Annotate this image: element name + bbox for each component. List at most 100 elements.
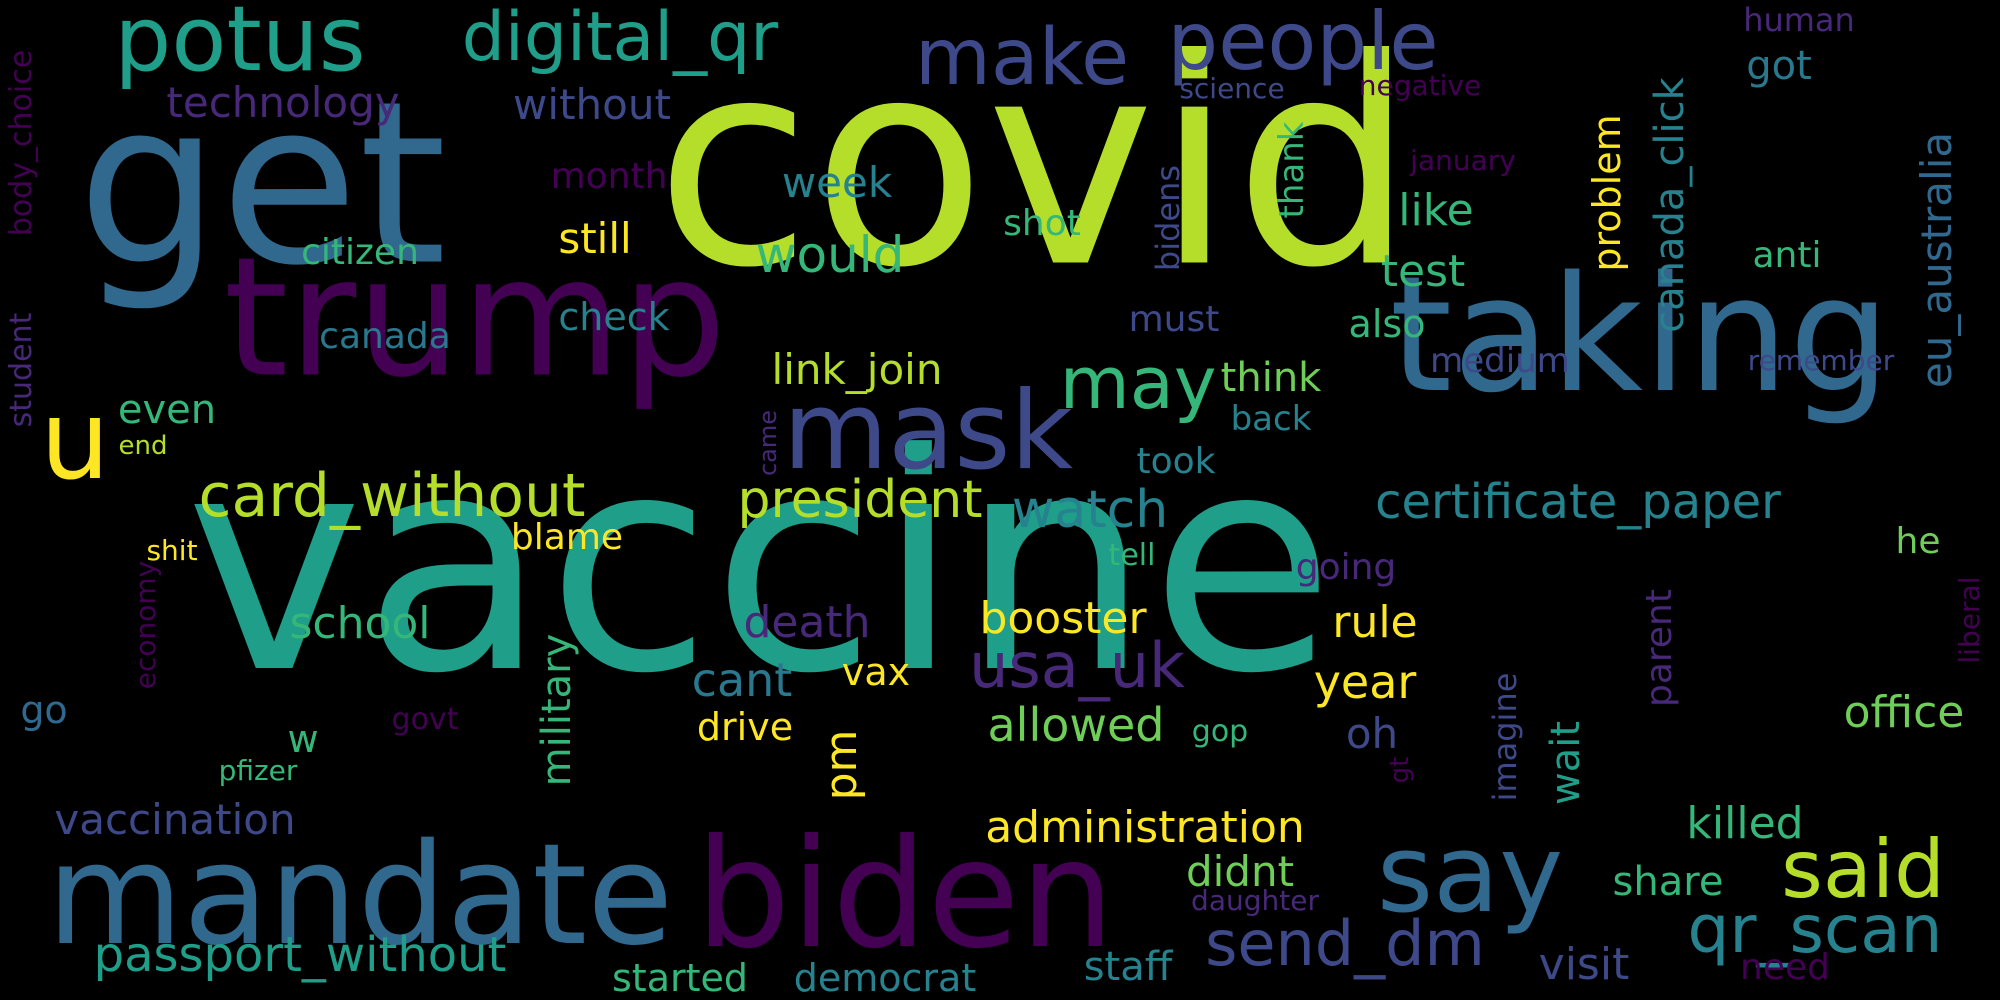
- word-liberal: liberal: [1953, 576, 1986, 664]
- word-shit: shit: [146, 534, 198, 567]
- word-test: test: [1380, 246, 1466, 297]
- word-mandate: mandate: [46, 814, 674, 977]
- word-military: military: [534, 633, 580, 787]
- word-rule: rule: [1332, 597, 1418, 648]
- word-end: end: [118, 431, 168, 461]
- word-make: make: [914, 13, 1130, 103]
- word-canada: canada: [319, 316, 451, 357]
- word-thank: thank: [1272, 121, 1312, 219]
- word-taking: taking: [1389, 241, 1891, 428]
- word-death: death: [743, 597, 871, 648]
- word-technology: technology: [166, 78, 400, 127]
- word-potus: potus: [114, 0, 366, 92]
- word-president: president: [737, 470, 983, 530]
- word-trump: trump: [223, 221, 727, 414]
- word-body-choice: body_choice: [4, 49, 39, 237]
- word-administration: administration: [985, 802, 1305, 853]
- word-think: think: [1220, 355, 1322, 401]
- word-blame: blame: [510, 517, 624, 558]
- word-science: science: [1179, 72, 1285, 105]
- word-say: say: [1376, 812, 1564, 937]
- word-passport-without: passport_without: [93, 927, 507, 983]
- word-certificate-paper: certificate_paper: [1375, 474, 1781, 530]
- word-pfizer: pfizer: [218, 754, 298, 787]
- word-qr-scan: qr_scan: [1687, 891, 1943, 968]
- word-started: started: [611, 956, 749, 1000]
- word-imagine: imagine: [1486, 672, 1524, 802]
- word-need: need: [1740, 947, 1830, 988]
- word-tell: tell: [1108, 538, 1156, 573]
- word-said: said: [1781, 823, 1945, 916]
- word-get: get: [77, 53, 447, 316]
- word-january: january: [1410, 144, 1516, 177]
- word-may: may: [1059, 341, 1217, 425]
- word-pm: pm: [816, 729, 867, 801]
- word-cant: cant: [691, 653, 793, 707]
- word-also: also: [1348, 302, 1426, 346]
- word-killed: killed: [1686, 798, 1804, 849]
- word-like: like: [1398, 185, 1474, 236]
- word-check: check: [558, 295, 670, 339]
- word-gop: gop: [1191, 714, 1249, 749]
- word-vax: vax: [841, 650, 911, 694]
- word-send-dm: send_dm: [1205, 907, 1485, 980]
- word-human: human: [1743, 1, 1855, 39]
- word-biden: biden: [695, 808, 1115, 982]
- word-would: would: [755, 226, 905, 284]
- word-people: people: [1167, 0, 1439, 88]
- word-daughter: daughter: [1191, 884, 1319, 917]
- word-going: going: [1295, 547, 1397, 588]
- word-vaccine: vaccine: [185, 390, 1335, 739]
- word-came: came: [754, 409, 782, 477]
- word-bidens: bidens: [1149, 164, 1187, 272]
- word-citizen: citizen: [301, 232, 419, 273]
- word-staff: staff: [1083, 944, 1173, 990]
- word-card-without: card_without: [198, 461, 586, 531]
- word-watch: watch: [1011, 480, 1169, 540]
- word-medium: medium: [1430, 341, 1570, 381]
- word-without: without: [513, 80, 671, 129]
- word-go: go: [20, 688, 68, 732]
- word-u: u: [40, 376, 110, 504]
- word-gt: gt: [1385, 756, 1415, 784]
- word-even: even: [117, 387, 217, 433]
- word-usa-uk: usa_uk: [969, 629, 1185, 702]
- word-link-join: link_join: [771, 345, 943, 394]
- word-govt: govt: [391, 702, 459, 737]
- word-parent: parent: [1639, 588, 1680, 708]
- word-problem: problem: [1585, 114, 1629, 272]
- word-negative: negative: [1358, 69, 1482, 102]
- word-eu-australia: eu_australia: [1912, 131, 1961, 389]
- word-vaccination: vaccination: [54, 795, 296, 844]
- word-booster: booster: [979, 593, 1147, 644]
- word-economy: economy: [129, 560, 162, 690]
- word-digital-qr: digital_qr: [461, 0, 779, 77]
- word-w: w: [287, 717, 319, 761]
- word-got: got: [1746, 43, 1812, 89]
- word-anti: anti: [1752, 235, 1822, 276]
- word-allowed: allowed: [987, 698, 1165, 752]
- word-drive: drive: [696, 705, 794, 749]
- word-share: share: [1612, 859, 1724, 905]
- word-took: took: [1136, 441, 1216, 482]
- word-back: back: [1230, 399, 1312, 439]
- word-canada-click: canada_click: [1647, 77, 1693, 333]
- word-democrat: democrat: [793, 956, 977, 1000]
- word-month: month: [550, 156, 668, 197]
- word-still: still: [558, 214, 632, 263]
- word-remember: remember: [1747, 344, 1895, 377]
- word-week: week: [781, 158, 893, 207]
- word-shot: shot: [1003, 203, 1081, 244]
- word-must: must: [1128, 299, 1220, 340]
- word-wait: wait: [1543, 720, 1589, 806]
- word-mask: mask: [782, 369, 1074, 494]
- word-school: school: [289, 598, 431, 649]
- word-covid: covid: [655, 0, 1415, 331]
- word-he: he: [1895, 521, 1941, 562]
- word-office: office: [1843, 687, 1965, 738]
- word-year: year: [1313, 655, 1417, 709]
- word-didnt: didnt: [1185, 847, 1295, 896]
- word-student: student: [4, 312, 39, 428]
- word-visit: visit: [1538, 939, 1630, 990]
